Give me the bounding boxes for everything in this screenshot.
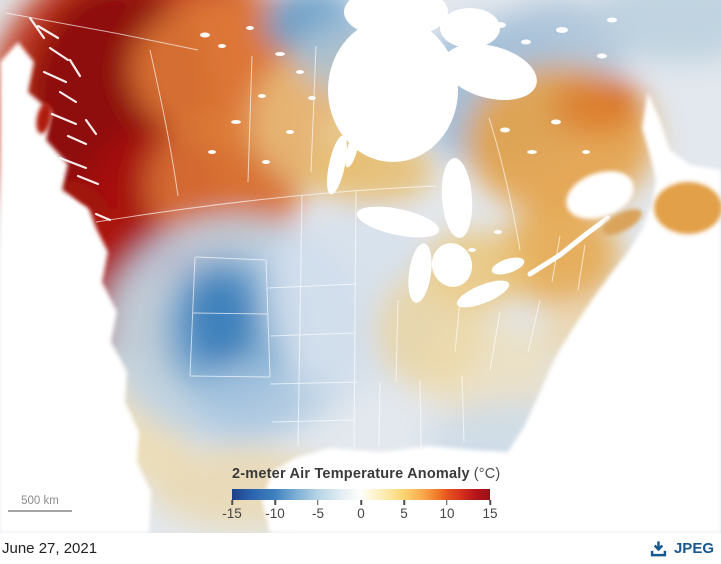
- download-jpeg-link[interactable]: JPEG: [650, 540, 714, 557]
- lake-erie: [456, 280, 510, 308]
- hudson-bay: [328, 0, 537, 238]
- lake-huron: [431, 243, 473, 287]
- ocean-water: [0, 42, 721, 533]
- footer: June 27, 2021 JPEG: [0, 533, 721, 564]
- legend-title: 2-meter Air Temperature Anomaly (°C): [232, 466, 500, 482]
- vancouver-island: [67, 180, 109, 212]
- lake-ontario: [491, 257, 525, 275]
- tick-label: -5: [311, 506, 324, 521]
- legend-gradient-bar: [232, 489, 490, 500]
- scale-bar-line: [8, 510, 72, 512]
- legend: 2-meter Air Temperature Anomaly (°C) -15 …: [222, 466, 500, 522]
- pacific-ocean: [0, 42, 151, 533]
- map-graphic: [0, 0, 721, 533]
- download-label: JPEG: [673, 540, 714, 557]
- legend-unit: (°C): [473, 466, 501, 482]
- newfoundland: [654, 182, 721, 234]
- map-date: June 27, 2021: [2, 540, 98, 557]
- anomaly-map: 2-meter Air Temperature Anomaly (°C) -15 …: [0, 0, 721, 533]
- download-icon: [650, 541, 667, 557]
- lake-michigan: [408, 243, 432, 303]
- small-lakes: [200, 17, 617, 252]
- tick-label: 5: [400, 506, 408, 521]
- tick-label: 10: [439, 506, 455, 521]
- legend-title-text: 2-meter Air Temperature Anomaly: [232, 466, 470, 482]
- scale-bar: 500 km: [8, 495, 72, 512]
- lake-winnipeg: [326, 135, 348, 195]
- state-borders: [5, 12, 586, 449]
- tick-label: -10: [265, 506, 285, 521]
- islands: [36, 102, 721, 236]
- great-lakes: [326, 132, 525, 308]
- atlantic-gulf: [262, 92, 721, 533]
- nova-scotia: [602, 208, 642, 236]
- tick-label: 15: [482, 506, 498, 521]
- scale-bar-label: 500 km: [21, 495, 59, 507]
- st-lawrence-river: [527, 215, 611, 277]
- lake-superior: [356, 206, 440, 238]
- tick-label: 0: [357, 506, 365, 521]
- fjord-coastline: [28, 16, 112, 222]
- tick-label: -15: [222, 506, 242, 521]
- gulf-st-lawrence: [566, 171, 634, 219]
- legend-tick-marks: [231, 500, 491, 505]
- legend-tick-labels: -15 -10 -5 0 5 10 15: [222, 506, 497, 522]
- haida-gwaii: [36, 102, 52, 134]
- james-bay: [441, 158, 473, 238]
